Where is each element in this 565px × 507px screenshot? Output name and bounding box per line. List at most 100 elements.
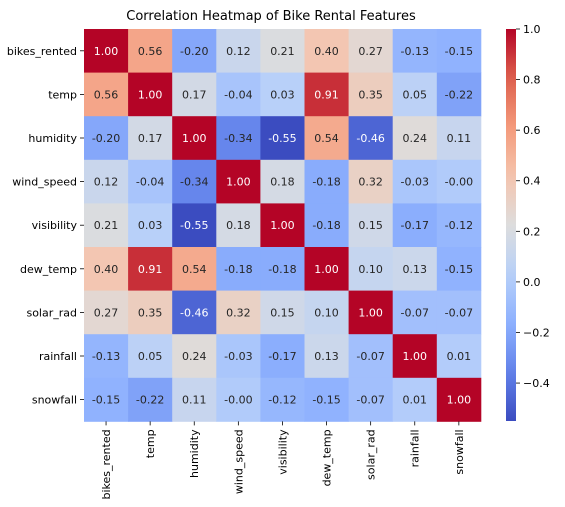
colorbar-tick-label: 1.0 [523, 23, 541, 36]
cell-value-label: 0.15 [270, 306, 295, 319]
heatmap-cell-dew_temp-dew_temp [304, 247, 349, 291]
heatmap-cell-dew_temp-snowfall [436, 247, 482, 291]
heatmap-cell-wind_speed-humidity [172, 159, 217, 204]
cell-value-label: 0.03 [270, 88, 295, 101]
cell-value-label: -0.07 [356, 394, 384, 407]
heatmap-cell-dew_temp-bikes_rented [84, 247, 129, 291]
cell-value-label: -0.55 [268, 132, 296, 145]
x-tick-label-snowfall: snowfall [453, 429, 466, 474]
cell-value-label: 0.40 [314, 45, 339, 58]
cell-value-label: -0.13 [92, 350, 120, 363]
heatmap-cell-rainfall-humidity [172, 334, 217, 379]
heatmap-cell-wind_speed-wind_speed [216, 159, 261, 204]
heatmap-cell-visibility-visibility [260, 203, 305, 248]
cell-value-label: 0.15 [358, 219, 383, 232]
cell-value-label: -0.34 [180, 176, 208, 189]
cell-value-label: 0.18 [226, 219, 251, 232]
heatmap-cell-humidity-temp [128, 116, 173, 161]
cell-value-label: 0.11 [182, 394, 207, 407]
heatmap-cell-rainfall-rainfall [392, 334, 438, 379]
heatmap-cell-rainfall-temp [128, 334, 173, 379]
y-tick-label-bikes_rented: bikes_rented [7, 45, 77, 58]
heatmap-cell-humidity-snowfall [436, 116, 482, 161]
heatmap-cell-bikes_rented-visibility [260, 29, 305, 73]
heatmap-cell-snowfall-temp [128, 377, 173, 422]
heatmap-cell-humidity-dew_temp [304, 116, 349, 161]
cell-value-label: 0.13 [403, 263, 428, 276]
x-tick-label-rainfall: rainfall [409, 429, 422, 467]
colorbar-gradient [506, 29, 516, 421]
colorbar-tick-label: 0.4 [523, 175, 541, 188]
cell-value-label: -0.15 [445, 45, 473, 58]
cell-value-label: 0.17 [138, 132, 163, 145]
cell-value-label: -0.07 [445, 306, 473, 319]
y-tick-label-temp: temp [48, 88, 77, 101]
cell-value-label: 0.24 [403, 132, 428, 145]
heatmap-cell-dew_temp-humidity [172, 247, 217, 291]
heatmap-cell-rainfall-dew_temp [304, 334, 349, 379]
cell-value-label: 0.10 [358, 263, 383, 276]
cell-value-label: -0.15 [92, 394, 120, 407]
heatmap-cell-solar_rad-wind_speed [216, 290, 261, 335]
heatmap-cell-rainfall-wind_speed [216, 334, 261, 379]
heatmap-cell-solar_rad-dew_temp [304, 290, 349, 335]
x-tick-label-temp: temp [144, 429, 157, 458]
x-tick-label-solar_rad: solar_rad [365, 429, 378, 480]
cell-value-label: 0.05 [138, 350, 163, 363]
heatmap-cell-wind_speed-dew_temp [304, 159, 349, 204]
heatmap-cell-dew_temp-visibility [260, 247, 305, 291]
cell-value-label: 0.13 [314, 350, 339, 363]
cell-value-label: 1.00 [138, 88, 163, 101]
heatmap-cell-temp-snowfall [436, 72, 482, 117]
heatmap-cell-snowfall-snowfall [436, 377, 482, 422]
cell-value-label: 0.35 [138, 306, 163, 319]
colorbar-tick-label: 0.0 [523, 276, 541, 289]
cell-value-label: 0.21 [270, 45, 295, 58]
heatmap-cell-bikes_rented-snowfall [436, 29, 482, 73]
x-tick-label-humidity: humidity [188, 429, 201, 478]
heatmap-cell-dew_temp-rainfall [392, 247, 438, 291]
x-tick-label-wind_speed: wind_speed [232, 429, 245, 494]
heatmap-cell-wind_speed-rainfall [392, 159, 438, 204]
heatmap-cell-solar_rad-rainfall [392, 290, 438, 335]
cell-value-label: 0.21 [94, 219, 119, 232]
heatmap-cell-visibility-humidity [172, 203, 217, 248]
cell-value-label: -0.18 [224, 263, 252, 276]
heatmap-cell-bikes_rented-humidity [172, 29, 217, 73]
cell-value-label: 0.54 [314, 132, 339, 145]
heatmap-cell-visibility-dew_temp [304, 203, 349, 248]
heatmap-cell-humidity-wind_speed [216, 116, 261, 161]
heatmap-cell-snowfall-rainfall [392, 377, 438, 422]
heatmap-cell-rainfall-snowfall [436, 334, 482, 379]
y-tick-label-wind_speed: wind_speed [12, 176, 77, 189]
cell-value-label: 0.10 [314, 306, 339, 319]
heatmap-cell-rainfall-bikes_rented [84, 334, 129, 379]
cell-value-label: -0.18 [268, 263, 296, 276]
cell-value-label: -0.17 [401, 219, 429, 232]
heatmap-cell-solar_rad-temp [128, 290, 173, 335]
heatmap-cell-snowfall-solar_rad [348, 377, 394, 422]
heatmap-cell-snowfall-wind_speed [216, 377, 261, 422]
heatmap-cell-wind_speed-bikes_rented [84, 159, 129, 204]
heatmap-cell-temp-dew_temp [304, 72, 349, 117]
heatmap-cell-bikes_rented-dew_temp [304, 29, 349, 73]
heatmap-cell-temp-visibility [260, 72, 305, 117]
heatmap-cell-dew_temp-temp [128, 247, 173, 291]
cell-value-label: -0.20 [92, 132, 120, 145]
cell-value-label: -0.22 [445, 88, 473, 101]
heatmap-cell-rainfall-solar_rad [348, 334, 394, 379]
cell-value-label: -0.15 [445, 263, 473, 276]
colorbar-tick-label: 0.8 [523, 74, 541, 87]
y-tick-label-snowfall: snowfall [32, 394, 77, 407]
heatmap-cell-rainfall-visibility [260, 334, 305, 379]
heatmap-cell-solar_rad-solar_rad [348, 290, 394, 335]
cell-value-label: -0.20 [180, 45, 208, 58]
x-tick-label-dew_temp: dew_temp [321, 429, 334, 486]
heatmap-cell-snowfall-dew_temp [304, 377, 349, 422]
colorbar-tick-label: 0.2 [523, 225, 541, 238]
cell-value-label: 0.56 [138, 45, 163, 58]
cell-value-label: 0.01 [403, 394, 428, 407]
heatmap-cell-visibility-wind_speed [216, 203, 261, 248]
y-tick-label-solar_rad: solar_rad [26, 306, 77, 319]
